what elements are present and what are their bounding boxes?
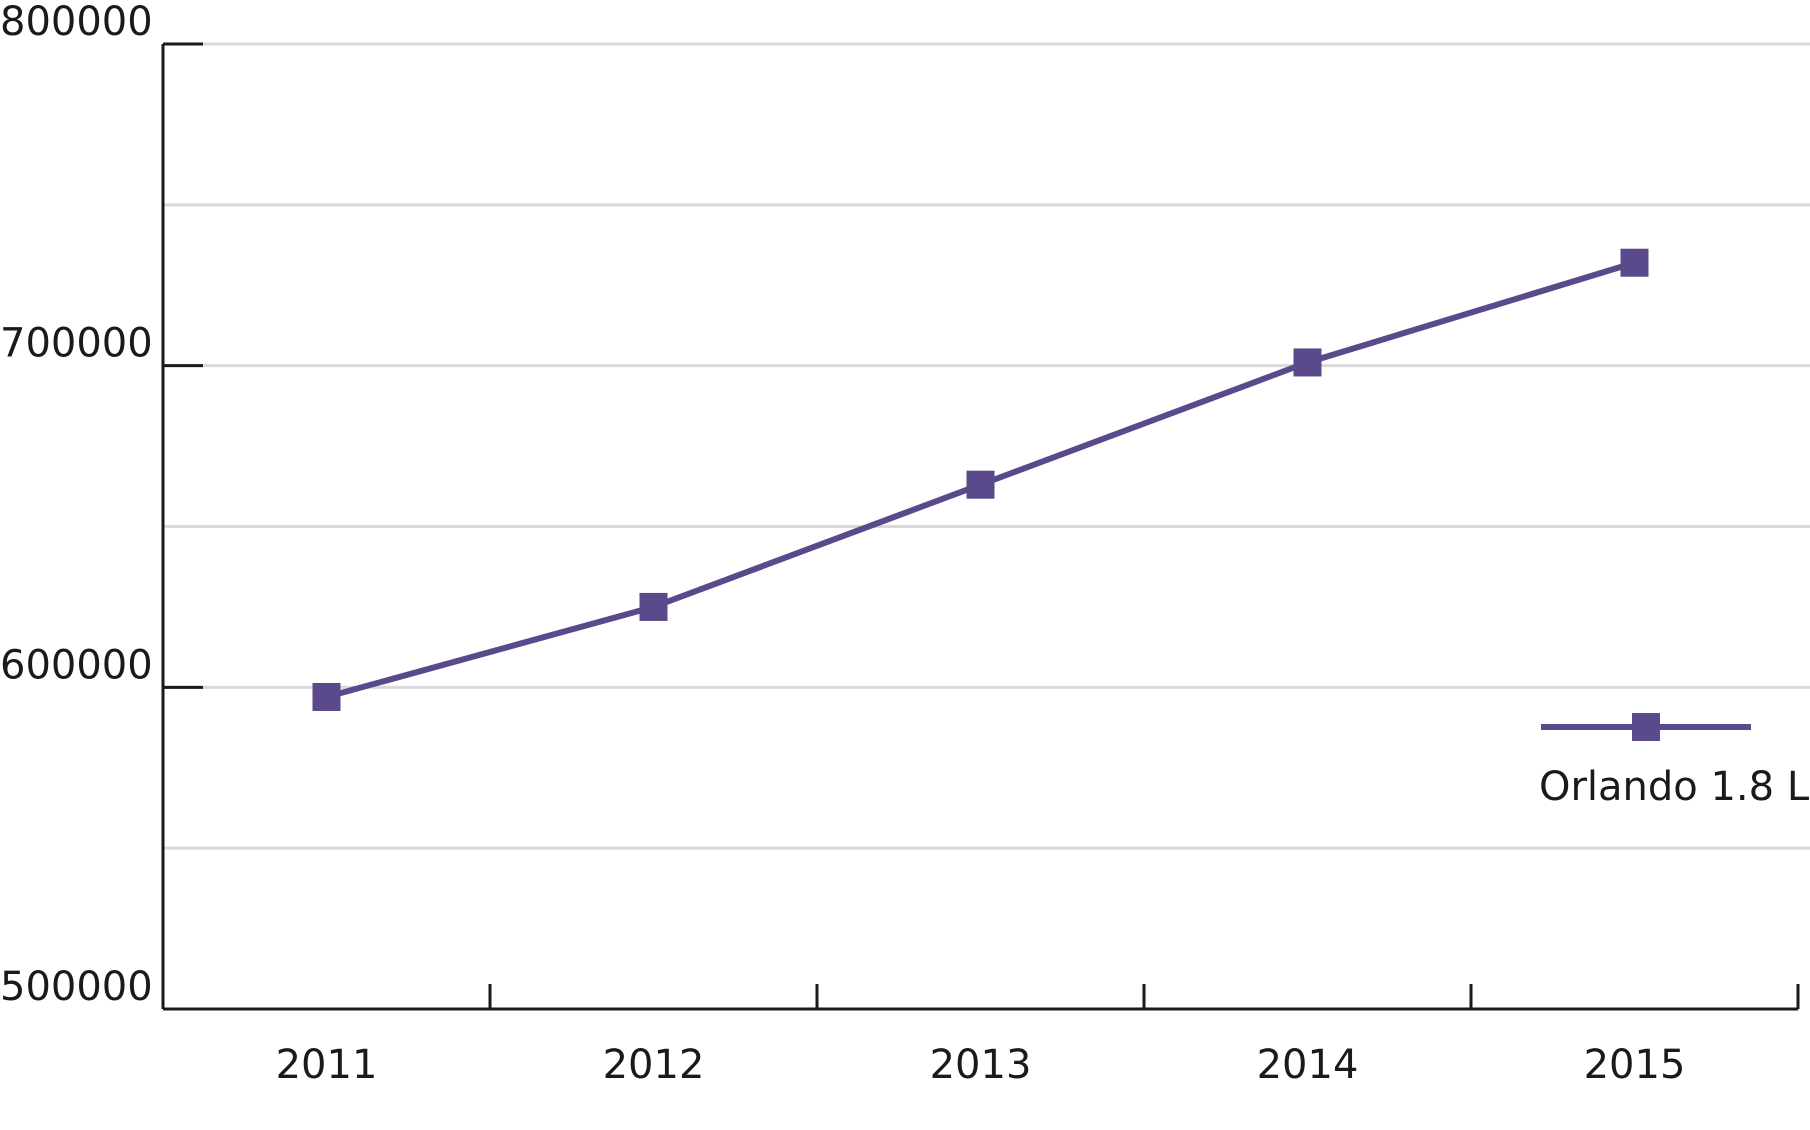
y-tick-label: 600000 — [0, 642, 153, 688]
y-tick-label: 500000 — [0, 964, 153, 1010]
marker — [966, 470, 995, 499]
legend-marker — [1632, 713, 1660, 741]
x-tick-label: 2011 — [276, 1042, 378, 1088]
marker — [312, 682, 341, 711]
marker — [639, 592, 668, 621]
marker — [1293, 348, 1322, 377]
y-tick-label: 700000 — [0, 321, 153, 367]
marker — [1620, 248, 1649, 277]
x-tick-label: 2014 — [1257, 1042, 1359, 1088]
x-tick-label: 2015 — [1584, 1042, 1686, 1088]
y-tick-label: 800000 — [0, 0, 153, 45]
x-tick-label: 2012 — [603, 1042, 705, 1088]
legend-label: Orlando 1.8 LS — [1539, 764, 1810, 810]
x-tick-label: 2013 — [930, 1042, 1032, 1088]
